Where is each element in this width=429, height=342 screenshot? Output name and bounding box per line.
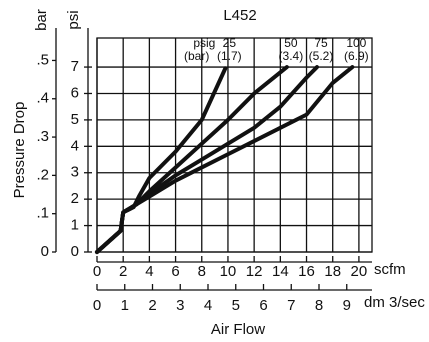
curve <box>95 66 228 254</box>
x2-tick-label: 1 <box>121 297 129 314</box>
curve <box>95 65 319 254</box>
x2-tick-label: 6 <box>259 297 267 314</box>
y-unit: psi <box>65 10 82 29</box>
series-bar-label: (3.4) <box>279 49 304 63</box>
x-tick-label: 2 <box>119 263 127 280</box>
x-tick-label: 10 <box>220 263 237 280</box>
x-tick-label: 6 <box>171 263 179 280</box>
y-tick-label: 6 <box>71 84 79 101</box>
x2-tick-label: 3 <box>176 297 184 314</box>
y2-tick-label: .3 <box>36 128 49 145</box>
x2-tick-label: 7 <box>287 297 295 314</box>
y-tick-label: 7 <box>71 58 79 75</box>
y-tick-label: 3 <box>71 164 79 181</box>
y2-tick-label: .2 <box>36 166 49 183</box>
y2-unit: bar <box>33 9 50 31</box>
y-tick-label: 2 <box>71 190 79 207</box>
annotation: (bar) <box>184 49 209 63</box>
y2-tick-label: .5 <box>36 51 49 68</box>
x-tick-label: 4 <box>145 263 153 280</box>
y-tick-label: 0 <box>71 243 79 260</box>
x2-tick-label: 5 <box>232 297 240 314</box>
series-bar-label: (6.9) <box>344 49 369 63</box>
series-label: 25 <box>223 36 237 50</box>
x-axis-label: Air Flow <box>211 321 265 338</box>
x-tick-label: 16 <box>298 263 315 280</box>
curve <box>95 65 289 254</box>
curve <box>95 65 355 254</box>
series-bar-label: (5.2) <box>309 49 334 63</box>
series-label: 100 <box>346 36 366 50</box>
x-tick-label: 12 <box>246 263 263 280</box>
series-label: 75 <box>314 36 328 50</box>
y-tick-label: 5 <box>71 111 79 128</box>
x2-tick-label: 9 <box>343 297 351 314</box>
x-tick-label: 20 <box>351 263 368 280</box>
x2-unit: dm 3/sec <box>364 294 425 311</box>
x-tick-label: 8 <box>198 263 206 280</box>
x2-tick-label: 4 <box>204 297 212 314</box>
x2-tick-label: 0 <box>93 297 101 314</box>
series-label: 50 <box>284 36 298 50</box>
y2-tick-label: .4 <box>36 90 49 107</box>
chart-title: L452 <box>223 7 256 24</box>
x-tick-label: 14 <box>272 263 289 280</box>
x-tick-label: 18 <box>324 263 341 280</box>
y-axis-label: Pressure Drop <box>11 102 28 199</box>
annotation: psig <box>193 36 215 50</box>
x2-tick-label: 8 <box>315 297 323 314</box>
y-tick-label: 1 <box>71 217 79 234</box>
y-tick-label: 4 <box>71 137 79 154</box>
plot-frame <box>96 37 373 253</box>
x-tick-label: 0 <box>93 263 101 280</box>
y2-tick-label: 0 <box>41 243 49 260</box>
y2-tick-label: .1 <box>36 205 49 222</box>
series-bar-label: (1.7) <box>217 49 242 63</box>
x2-tick-label: 2 <box>148 297 156 314</box>
x-unit: scfm <box>374 261 406 278</box>
